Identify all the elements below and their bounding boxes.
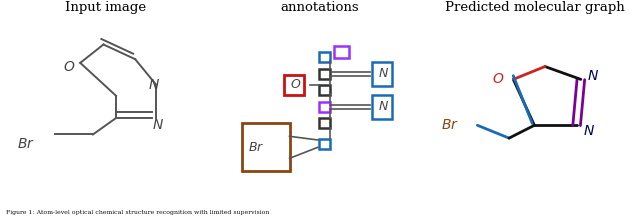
Text: $\mathit{Br}$: $\mathit{Br}$ [442, 118, 460, 132]
Bar [319, 69, 330, 79]
Bar [319, 85, 330, 95]
Text: $\mathit{N}$: $\mathit{N}$ [583, 124, 595, 138]
Title: Predicted molecular graph: Predicted molecular graph [445, 1, 624, 14]
Bar [334, 46, 349, 58]
Bar [242, 123, 289, 171]
Title: Input image: Input image [65, 1, 146, 14]
Text: $\mathit{N}$: $\mathit{N}$ [588, 69, 599, 83]
Text: Figure 1: Atom-level optical chemical structure recognition with limited supervi: Figure 1: Atom-level optical chemical st… [6, 210, 270, 215]
Bar [319, 52, 330, 62]
Bar [372, 62, 392, 86]
Bar [372, 95, 392, 119]
Title: Predicted atom-level
annotations: Predicted atom-level annotations [251, 0, 389, 14]
Text: $\mathit{O}$: $\mathit{O}$ [289, 78, 301, 91]
Bar [284, 75, 304, 95]
Bar [319, 139, 330, 149]
Text: $\mathit{N}$: $\mathit{N}$ [378, 100, 388, 113]
Text: $\mathit{N}$: $\mathit{N}$ [152, 118, 164, 132]
Text: $\mathit{Br}$: $\mathit{Br}$ [17, 137, 35, 151]
Text: $\mathit{N}$: $\mathit{N}$ [378, 67, 388, 80]
Text: $\mathit{N}$: $\mathit{N}$ [148, 78, 160, 92]
Bar [319, 118, 330, 129]
Text: $\mathit{O}$: $\mathit{O}$ [492, 72, 504, 86]
Bar [319, 102, 330, 112]
Text: $\mathit{O}$: $\mathit{O}$ [63, 60, 76, 73]
Text: $\mathit{Br}$: $\mathit{Br}$ [248, 141, 264, 154]
